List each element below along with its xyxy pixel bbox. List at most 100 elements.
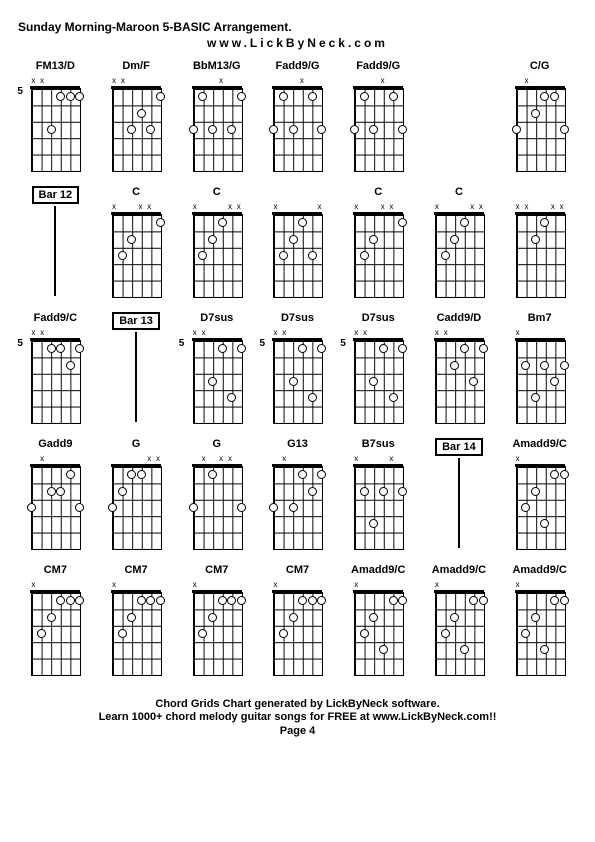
finger-dot: [560, 470, 569, 479]
finger-dot: [550, 377, 559, 386]
chord-cell: Bm7x: [502, 312, 577, 432]
string-marks: xxx: [110, 202, 162, 212]
chord-label: CM7: [286, 564, 309, 578]
chord-cell: Fadd9/G x: [341, 60, 416, 180]
finger-dot: [389, 92, 398, 101]
finger-dot: [379, 487, 388, 496]
fretboard: xx: [350, 454, 406, 554]
fretboard: xxx: [350, 202, 406, 302]
chord-label: Fadd9/G: [275, 60, 319, 74]
footer-line-2: Learn 1000+ chord melody guitar songs fo…: [18, 711, 577, 723]
string-marks: x: [191, 76, 243, 86]
finger-dot: [360, 251, 369, 260]
finger-dot: [369, 613, 378, 622]
fret-number: 5: [17, 86, 23, 97]
fretboard: x: [189, 76, 245, 176]
string-marks: xx: [352, 328, 404, 338]
bar-line: [458, 458, 460, 548]
string-marks: x: [29, 580, 81, 590]
finger-dot: [398, 218, 407, 227]
finger-dot: [369, 235, 378, 244]
finger-dot: [108, 503, 117, 512]
finger-dot: [289, 377, 298, 386]
chord-cell: CM7 x: [179, 564, 254, 684]
finger-dot: [531, 613, 540, 622]
chord-cell: Amadd9/Cx: [502, 438, 577, 558]
finger-dot: [289, 235, 298, 244]
fretboard: x: [189, 580, 245, 680]
chord-cell: Gxxx: [179, 438, 254, 558]
fretboard: 5xx: [27, 328, 83, 428]
finger-dot: [560, 596, 569, 605]
chord-cell: Cxxx: [179, 186, 254, 306]
bar-label: Bar 12: [32, 186, 80, 204]
string-marks: x: [271, 580, 323, 590]
chord-label: CM7: [205, 564, 228, 578]
finger-dot: [37, 629, 46, 638]
chord-cell: C/Gx: [502, 60, 577, 180]
chord-cell: Bar 13: [99, 312, 174, 432]
finger-dot: [441, 251, 450, 260]
string-marks: x: [352, 76, 404, 86]
finger-dot: [208, 125, 217, 134]
finger-dot: [156, 596, 165, 605]
finger-dot: [237, 596, 246, 605]
finger-dot: [317, 125, 326, 134]
finger-dot: [189, 125, 198, 134]
finger-dot: [218, 218, 227, 227]
finger-dot: [208, 377, 217, 386]
chord-cell: Cadd9/Dxx: [422, 312, 497, 432]
fretboard: xxx: [189, 454, 245, 554]
finger-dot: [398, 487, 407, 496]
finger-dot: [289, 613, 298, 622]
fretboard: x: [269, 76, 325, 176]
chord-label: C: [132, 186, 140, 200]
finger-dot: [137, 470, 146, 479]
chord-cell: B7susxx: [341, 438, 416, 558]
finger-dot: [389, 596, 398, 605]
page-title: Sunday Morning-Maroon 5-BASIC Arrangemen…: [18, 20, 577, 34]
finger-dot: [127, 235, 136, 244]
fretboard: x: [269, 454, 325, 554]
finger-dot: [450, 361, 459, 370]
finger-dot: [521, 361, 530, 370]
chord-cell: CM7 x: [260, 564, 335, 684]
finger-dot: [531, 109, 540, 118]
chord-cell: G13x: [260, 438, 335, 558]
fretboard: x: [512, 580, 568, 680]
finger-dot: [308, 92, 317, 101]
fretboard: x: [512, 76, 568, 176]
chord-label: Amadd9/C: [432, 564, 486, 578]
finger-dot: [360, 487, 369, 496]
chord-cell: Fadd9/G x: [260, 60, 335, 180]
finger-dot: [137, 109, 146, 118]
finger-dot: [75, 596, 84, 605]
string-marks: xx: [110, 76, 162, 86]
finger-dot: [208, 235, 217, 244]
string-marks: xx: [191, 328, 243, 338]
chord-cell: D7sus5xx: [260, 312, 335, 432]
footer-line-1: Chord Grids Chart generated by LickByNec…: [18, 698, 577, 710]
finger-dot: [47, 125, 56, 134]
string-marks: x: [514, 580, 566, 590]
finger-dot: [360, 629, 369, 638]
chord-label: D7sus: [200, 312, 233, 326]
chord-cell: Fadd9/C5xx: [18, 312, 93, 432]
finger-dot: [317, 470, 326, 479]
chord-label: CM7: [44, 564, 67, 578]
finger-dot: [208, 613, 217, 622]
fret-number: 5: [340, 338, 346, 349]
string-marks: xx: [29, 328, 81, 338]
chord-grid: FM13/D5xxDm/FxxBbM13/GxFadd9/GxFadd9/GxC…: [18, 60, 577, 684]
fretboard: x: [27, 580, 83, 680]
chord-label: Amadd9/C: [512, 438, 566, 452]
chord-cell: Gxx: [99, 438, 174, 558]
chord-label: D7sus: [362, 312, 395, 326]
finger-dot: [560, 125, 569, 134]
chord-label: Fadd9/G: [356, 60, 400, 74]
finger-dot: [156, 92, 165, 101]
string-marks: xxx: [352, 202, 404, 212]
chord-cell: Amadd9/Cx: [341, 564, 416, 684]
finger-dot: [218, 344, 227, 353]
string-marks: xx: [271, 202, 323, 212]
